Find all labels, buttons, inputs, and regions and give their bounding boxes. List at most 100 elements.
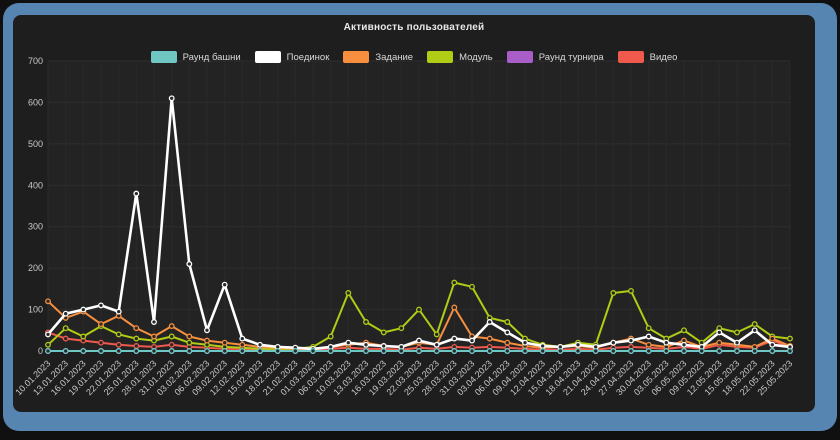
- data-point-marker: [292, 348, 299, 354]
- data-point-marker: [504, 339, 511, 346]
- y-tick-label: 700: [28, 56, 43, 66]
- data-point-marker: [486, 335, 493, 342]
- data-point-marker: [221, 281, 228, 288]
- data-point-marker: [168, 333, 175, 340]
- data-point-marker: [310, 348, 316, 354]
- data-point-marker: [398, 348, 405, 354]
- data-point-marker: [645, 325, 652, 332]
- data-point-marker: [769, 335, 776, 342]
- data-point-marker: [751, 327, 758, 334]
- data-point-marker: [221, 348, 228, 354]
- legend-item-5[interactable]: Видео: [617, 51, 678, 63]
- data-point-marker: [522, 348, 528, 354]
- y-tick-label: 600: [28, 97, 43, 107]
- data-point-marker: [628, 287, 634, 294]
- data-point-marker: [151, 348, 157, 354]
- legend-swatch-0: [150, 51, 177, 63]
- data-point-marker: [645, 341, 652, 348]
- legend-label-4: Раунд турнира: [538, 51, 604, 63]
- data-point-marker: [522, 339, 528, 346]
- data-point-marker: [504, 348, 511, 354]
- data-point-marker: [274, 348, 281, 354]
- legend-item-4[interactable]: Раунд турнира: [506, 51, 604, 63]
- chart-legend: Раунд башни Поединок Задание Модуль Раунд ту…: [13, 51, 815, 63]
- data-point-marker: [204, 327, 210, 334]
- data-point-marker: [433, 341, 440, 348]
- data-point-marker: [751, 348, 758, 354]
- data-point-marker: [98, 339, 104, 346]
- data-point-marker: [416, 306, 422, 313]
- data-point-marker: [363, 341, 369, 348]
- data-point-marker: [204, 337, 210, 344]
- data-point-marker: [80, 306, 87, 313]
- data-point-marker: [345, 290, 352, 296]
- data-point-marker: [451, 279, 458, 286]
- legend-item-2[interactable]: Задание: [343, 51, 413, 63]
- data-point-marker: [663, 339, 670, 346]
- data-point-marker: [133, 348, 140, 354]
- data-point-marker: [345, 339, 352, 346]
- data-point-marker: [433, 331, 440, 338]
- data-point-marker: [133, 325, 140, 332]
- legend-swatch-5: [617, 51, 644, 63]
- data-point-marker: [787, 335, 793, 342]
- legend-label-0: Раунд башни: [182, 51, 241, 63]
- legend-item-0[interactable]: Раунд башни: [150, 51, 241, 63]
- legend-label-2: Задание: [375, 51, 414, 63]
- data-point-marker: [681, 327, 687, 334]
- data-point-marker: [221, 339, 228, 346]
- data-point-marker: [239, 348, 246, 354]
- legend-label-5: Видео: [649, 51, 678, 63]
- data-point-marker: [486, 319, 493, 325]
- data-point-marker: [45, 331, 51, 338]
- data-point-marker: [451, 304, 458, 311]
- data-point-marker: [133, 335, 140, 342]
- legend-label-1: Поединок: [286, 51, 330, 63]
- data-point-marker: [45, 298, 51, 305]
- data-point-marker: [716, 339, 723, 346]
- data-point-marker: [151, 333, 157, 340]
- legend-swatch-3: [427, 51, 454, 63]
- data-point-marker: [469, 348, 475, 354]
- y-tick-label: 0: [38, 346, 43, 356]
- data-point-marker: [575, 348, 581, 354]
- data-point-marker: [80, 333, 87, 340]
- data-point-marker: [681, 341, 687, 348]
- data-point-marker: [416, 348, 422, 354]
- data-point-marker: [45, 348, 51, 354]
- data-point-marker: [327, 348, 334, 354]
- data-point-marker: [698, 348, 705, 354]
- data-point-marker: [380, 343, 387, 349]
- data-point-marker: [45, 341, 51, 348]
- legend-item-1[interactable]: Поединок: [254, 51, 330, 63]
- data-point-marker: [186, 348, 193, 354]
- series-line-0: [45, 348, 793, 354]
- data-point-marker: [486, 348, 493, 354]
- data-point-marker: [539, 343, 546, 349]
- data-point-marker: [610, 290, 617, 296]
- y-tick-label: 100: [28, 305, 43, 315]
- data-point-marker: [433, 348, 440, 354]
- chart-panel: 10.01.2023 13.01.2023 16.01.2023 19.01.2023…: [13, 15, 815, 412]
- data-point-marker: [186, 339, 193, 346]
- y-tick-label: 500: [28, 139, 43, 149]
- legend-swatch-2: [343, 51, 370, 63]
- data-point-marker: [787, 348, 793, 354]
- data-point-marker: [133, 190, 140, 197]
- y-tick-label: 300: [28, 222, 43, 232]
- window-frame: 10.01.2023 13.01.2023 16.01.2023 19.01.2023…: [3, 3, 837, 431]
- data-point-marker: [204, 348, 210, 354]
- data-point-marker: [734, 348, 740, 354]
- data-point-marker: [663, 348, 670, 354]
- legend-item-3[interactable]: Модуль: [427, 51, 493, 63]
- activity-chart[interactable]: 10.01.202313.01.202316.01.202319.01.2023…: [13, 15, 815, 412]
- data-point-marker: [769, 341, 776, 348]
- data-point-marker: [451, 335, 458, 342]
- data-point-marker: [751, 321, 758, 328]
- data-point-marker: [62, 348, 69, 354]
- data-point-marker: [628, 337, 634, 344]
- chart-title: Активность пользователей: [343, 22, 485, 33]
- data-point-marker: [80, 348, 87, 354]
- data-point-marker: [610, 348, 617, 354]
- data-point-marker: [168, 348, 175, 354]
